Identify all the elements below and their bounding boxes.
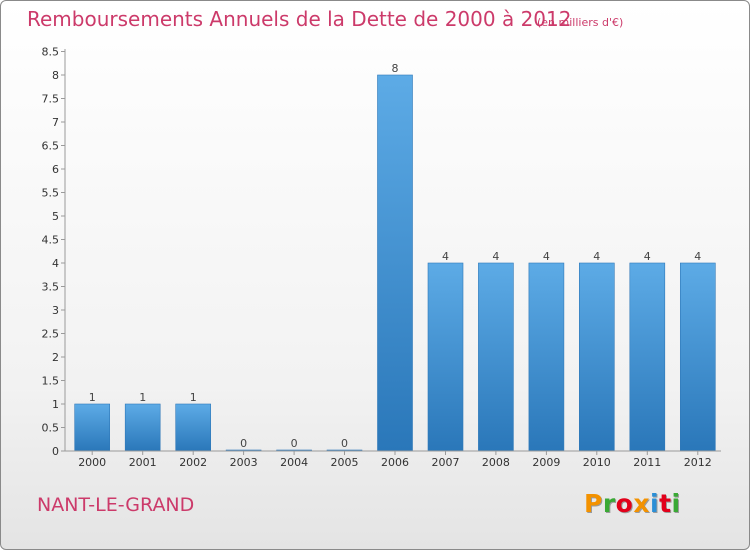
y-tick-label-2: 2 [52, 351, 59, 364]
bar-2011 [629, 262, 666, 452]
commune-name: NANT-LE-GRAND [37, 494, 195, 516]
x-tick-label-2007: 2007 [432, 456, 460, 469]
data-label-2008: 4 [492, 250, 499, 263]
x-tick-label-2001: 2001 [129, 456, 157, 469]
chart-title: Remboursements Annuels de la Dette de 20… [27, 7, 572, 31]
x-tick-label-2005: 2005 [331, 456, 359, 469]
logo-letter: P [584, 489, 603, 518]
x-tick-label-2000: 2000 [78, 456, 106, 469]
x-tick-label-2012: 2012 [684, 456, 712, 469]
x-ticks-group: 2000 2001 2002 2003 2004 2005 2006 2007 2008 2009… [78, 451, 712, 469]
y-tick-label-7.5: 7.5 [42, 93, 60, 106]
logo-letter: x [633, 489, 650, 518]
data-label-2010: 4 [593, 250, 600, 263]
data-label-2004: 0 [291, 437, 298, 450]
y-tick-label-2.5: 2.5 [42, 328, 60, 341]
data-label-2006: 8 [392, 62, 399, 75]
data-label-2002: 1 [190, 391, 197, 404]
data-label-2005: 0 [341, 437, 348, 450]
y-tick-label-4.5: 4.5 [42, 234, 60, 247]
x-tick-label-2008: 2008 [482, 456, 510, 469]
y-tick-label-0: 0 [52, 445, 59, 458]
data-label-2001: 1 [139, 391, 146, 404]
bar-2000 [74, 403, 110, 452]
logo-letter: o [615, 489, 634, 518]
data-label-2007: 4 [442, 250, 449, 263]
bar-2002 [175, 403, 211, 452]
x-tick-label-2006: 2006 [381, 456, 409, 469]
y-tick-label-0.5: 0.5 [42, 422, 60, 435]
data-label-2011: 4 [644, 250, 651, 263]
data-label-2003: 0 [240, 437, 247, 450]
bars-group [74, 74, 716, 452]
x-tick-label-2011: 2011 [633, 456, 661, 469]
x-tick-label-2003: 2003 [230, 456, 258, 469]
y-tick-label-8.5: 8.5 [42, 46, 60, 59]
proxiti-logo: Proxiti [584, 489, 681, 518]
data-label-2009: 4 [543, 250, 550, 263]
bar-2010 [578, 262, 615, 452]
y-tick-label-5.5: 5.5 [42, 187, 60, 200]
x-tick-label-2002: 2002 [179, 456, 207, 469]
bar-2012 [679, 262, 716, 452]
y-tick-label-1.5: 1.5 [42, 375, 60, 388]
y-tick-label-4: 4 [52, 257, 59, 270]
chart-unit: (en milliers d'€) [537, 16, 624, 29]
x-tick-label-2009: 2009 [532, 456, 560, 469]
bar-2001 [124, 403, 161, 452]
x-tick-label-2010: 2010 [583, 456, 611, 469]
y-tick-label-8: 8 [52, 69, 59, 82]
bar-2006 [377, 74, 413, 452]
y-tick-label-6.5: 6.5 [42, 140, 60, 153]
y-tick-label-7: 7 [52, 116, 59, 129]
data-label-2012: 4 [694, 250, 701, 263]
logo-letter: i [671, 489, 681, 518]
y-ticks-group: 0 0.5 1 1.5 2 2.5 3 3.5 4 4.5 5 5.5 6 6.5 7 7.5 8 8.5 [42, 46, 65, 458]
bar-2009 [528, 262, 565, 452]
y-tick-label-6: 6 [52, 163, 59, 176]
y-tick-label-5: 5 [52, 210, 59, 223]
data-labels-group: 1 1 1 0 0 0 8 4 4 4 4 4 4 [89, 62, 702, 450]
logo-letter: t [659, 489, 672, 518]
logo-letter: r [602, 489, 616, 518]
y-tick-label-3.5: 3.5 [42, 281, 60, 294]
y-tick-label-3: 3 [52, 304, 59, 317]
x-tick-label-2004: 2004 [280, 456, 308, 469]
logo-letter: i [650, 489, 660, 518]
y-tick-label-1: 1 [52, 398, 59, 411]
data-label-2000: 1 [89, 391, 96, 404]
bar-2007 [427, 262, 464, 452]
bar-2008 [478, 262, 514, 452]
